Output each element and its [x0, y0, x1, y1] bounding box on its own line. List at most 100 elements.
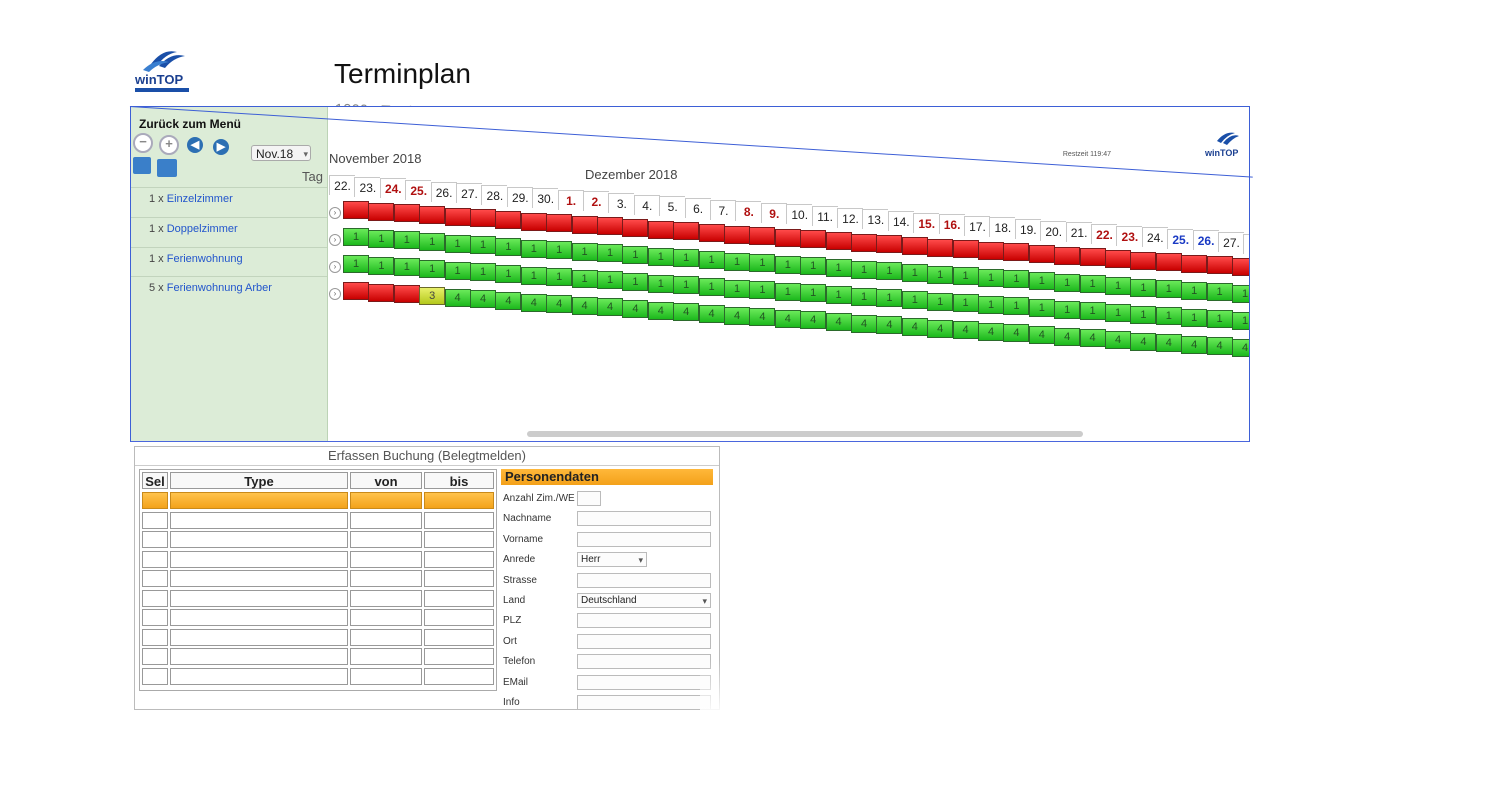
occupancy-cell[interactable]: 1 — [1206, 310, 1233, 329]
occupancy-cell[interactable]: 1 — [800, 257, 827, 276]
occupancy-cell[interactable]: 1 — [1181, 281, 1208, 300]
table-cell[interactable] — [350, 589, 422, 607]
occupancy-cell[interactable]: 4 — [495, 291, 522, 310]
occupancy-cell[interactable] — [1181, 254, 1208, 273]
table-cell[interactable] — [350, 570, 422, 587]
occupancy-cell[interactable]: 1 — [1181, 308, 1208, 327]
occupancy-cell[interactable]: 1 — [1232, 312, 1249, 331]
table-cell[interactable] — [424, 609, 494, 626]
occupancy-cell[interactable]: 1 — [1130, 305, 1157, 324]
room-row[interactable]: 1 x Doppelzimmer — [131, 216, 327, 243]
table-cell[interactable] — [424, 550, 494, 568]
export-icon[interactable] — [157, 159, 177, 177]
occupancy-cell[interactable] — [393, 204, 420, 223]
occupancy-cell[interactable] — [901, 236, 928, 255]
occupancy-cell[interactable]: 4 — [546, 295, 573, 314]
table-cell[interactable] — [350, 531, 422, 548]
occupancy-cell[interactable]: 4 — [1003, 324, 1030, 343]
table-cell[interactable] — [142, 531, 168, 548]
text-field[interactable] — [577, 511, 711, 527]
occupancy-cell[interactable]: 4 — [1105, 330, 1131, 349]
room-row[interactable]: 1 x Einzelzimmer — [131, 187, 327, 213]
zoom-in-icon[interactable]: + — [159, 135, 179, 155]
occupancy-cell[interactable] — [800, 230, 827, 249]
selected-table-cell[interactable] — [170, 492, 348, 509]
occupancy-cell[interactable] — [393, 285, 420, 304]
occupancy-cell[interactable] — [952, 240, 979, 259]
table-cell[interactable] — [170, 550, 348, 568]
table-cell[interactable] — [142, 648, 168, 665]
occupancy-cell[interactable]: 4 — [800, 311, 827, 330]
occupancy-cell[interactable]: 1 — [597, 244, 623, 263]
occupancy-cell[interactable]: 4 — [1054, 327, 1081, 346]
occupancy-cell[interactable] — [673, 222, 700, 241]
occupancy-cell[interactable]: 1 — [597, 271, 623, 290]
occupancy-cell[interactable]: 1 — [901, 290, 928, 309]
occupancy-cell[interactable] — [1028, 245, 1055, 264]
occupancy-cell[interactable]: 1 — [647, 274, 674, 293]
occupancy-cell[interactable]: 1 — [571, 242, 598, 261]
occupancy-cell[interactable]: 1 — [1232, 285, 1249, 304]
occupancy-cell[interactable]: 1 — [419, 233, 446, 251]
occupancy-cell[interactable]: 4 — [1130, 332, 1157, 351]
selected-table-cell[interactable] — [424, 492, 494, 509]
arrow-left-icon[interactable]: ◀ — [187, 137, 203, 153]
zoom-out-icon[interactable]: − — [133, 133, 153, 153]
table-cell[interactable] — [142, 628, 168, 646]
occupancy-cell[interactable]: 4 — [876, 316, 903, 335]
occupancy-cell[interactable]: 1 — [1155, 280, 1182, 299]
occupancy-cell[interactable] — [851, 233, 877, 252]
occupancy-cell[interactable]: 1 — [851, 260, 877, 279]
occupancy-cell[interactable]: 1 — [1105, 303, 1131, 322]
table-cell[interactable] — [170, 648, 348, 665]
occupancy-cell[interactable] — [978, 241, 1004, 260]
occupancy-cell[interactable]: 1 — [978, 295, 1004, 314]
occupancy-cell[interactable]: 1 — [419, 260, 446, 278]
occupancy-cell[interactable]: 1 — [1003, 297, 1030, 316]
occupancy-cell[interactable]: 1 — [698, 277, 725, 296]
table-cell[interactable] — [142, 550, 168, 568]
selected-table-cell[interactable] — [142, 492, 168, 509]
occupancy-cell[interactable]: 1 — [800, 284, 827, 303]
table-cell[interactable] — [170, 667, 348, 685]
occupancy-cell[interactable] — [647, 220, 674, 239]
month-select[interactable]: Nov.18 ▾ — [251, 145, 311, 161]
occupancy-cell[interactable] — [1155, 253, 1182, 272]
selected-table-cell[interactable] — [350, 492, 422, 509]
occupancy-cell[interactable]: 1 — [1003, 270, 1030, 289]
occupancy-cell[interactable]: 4 — [698, 304, 725, 323]
table-cell[interactable] — [350, 667, 422, 685]
occupancy-cell[interactable]: 4 — [927, 319, 954, 338]
occupancy-cell[interactable]: 1 — [1155, 307, 1182, 326]
occupancy-cell[interactable]: 1 — [825, 259, 852, 277]
occupancy-cell[interactable]: 4 — [1155, 334, 1182, 353]
text-field[interactable] — [577, 695, 711, 710]
occupancy-cell[interactable] — [520, 212, 547, 231]
occupancy-cell[interactable]: 1 — [851, 287, 877, 306]
occupancy-cell[interactable]: 1 — [774, 282, 801, 301]
row-toggle-icon[interactable]: › — [329, 234, 341, 246]
occupancy-cell[interactable] — [927, 238, 954, 257]
text-field[interactable] — [577, 633, 711, 649]
occupancy-cell[interactable]: 1 — [1079, 302, 1106, 321]
table-cell[interactable] — [170, 531, 348, 548]
occupancy-cell[interactable]: 1 — [952, 267, 979, 286]
occupancy-cell[interactable] — [1232, 258, 1249, 277]
occupancy-cell[interactable]: 1 — [673, 249, 700, 268]
room-name-link[interactable]: Doppelzimmer — [166, 222, 238, 235]
occupancy-cell[interactable]: 1 — [724, 279, 750, 298]
table-cell[interactable] — [142, 667, 168, 685]
occupancy-cell[interactable]: 1 — [343, 255, 369, 274]
table-cell[interactable] — [142, 511, 168, 529]
occupancy-cell[interactable]: 1 — [978, 268, 1004, 287]
occupancy-cell[interactable]: 1 — [368, 229, 395, 248]
occupancy-cell[interactable]: 1 — [1028, 272, 1055, 291]
horizontal-scrollbar[interactable] — [527, 431, 1083, 437]
occupancy-cell[interactable]: 1 — [876, 262, 903, 281]
occupancy-cell[interactable]: 1 — [622, 273, 649, 291]
occupancy-cell[interactable] — [698, 223, 725, 242]
occupancy-cell[interactable]: 1 — [1028, 299, 1055, 318]
table-cell[interactable] — [170, 609, 348, 626]
occupancy-cell[interactable]: 4 — [571, 296, 598, 315]
occupancy-cell[interactable] — [749, 227, 776, 246]
